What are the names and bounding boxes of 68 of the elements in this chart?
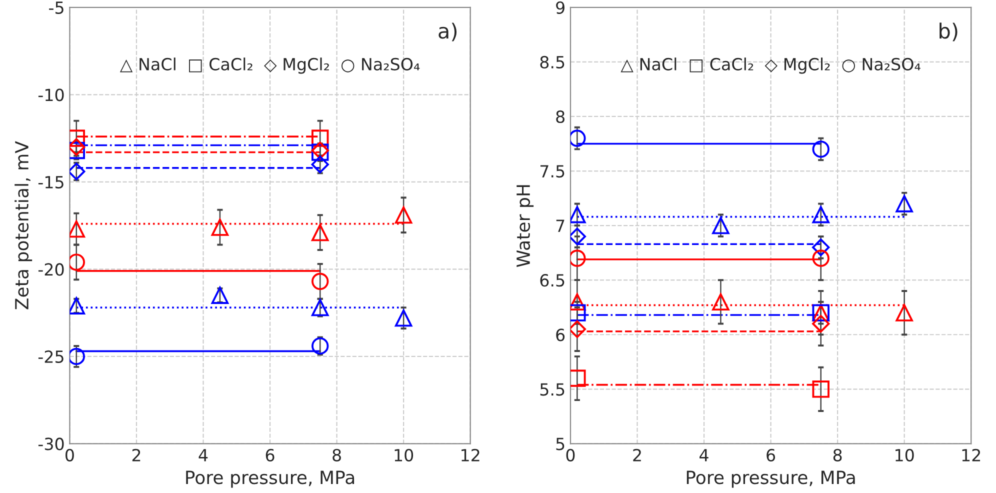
y-axis-title: Water pH (516, 185, 534, 268)
x-tick-label: 12 (462, 448, 480, 462)
point (211, 286, 229, 304)
x-tick-label: 6 (266, 448, 274, 462)
point (570, 320, 586, 338)
point (311, 224, 329, 242)
point (812, 140, 830, 158)
point (812, 238, 830, 256)
point (712, 216, 730, 234)
point (311, 130, 329, 147)
point (70, 348, 86, 366)
y-tick-label: 5.5 (540, 383, 564, 396)
y-tick-label: 7 (556, 220, 564, 232)
annotation: △ NaCl □ CaCl₂ ◇ MgCl₂ ○ Na₂SO₄ (620, 58, 920, 74)
point (812, 314, 830, 333)
point (570, 250, 586, 267)
point (70, 162, 86, 180)
point (896, 304, 913, 322)
x-tick-label: 4 (198, 449, 208, 462)
x-tick-label: 10 (896, 448, 914, 462)
x-axis-title: Pore pressure, MPa (686, 470, 855, 488)
x-tick-label: 8 (332, 448, 341, 462)
y-tick-label: 9 (556, 1, 564, 14)
y-tick-label: -5 (49, 2, 64, 14)
x-tick-label: 12 (962, 448, 980, 462)
x-tick-label: 0 (566, 448, 575, 462)
point (311, 272, 329, 290)
point (70, 142, 86, 160)
point (394, 206, 412, 224)
x-tick-label: 6 (766, 448, 776, 462)
point (311, 337, 329, 355)
annotation: a) (438, 22, 457, 42)
point (712, 293, 730, 311)
y-tick-label: 5 (556, 438, 564, 450)
point (812, 250, 830, 267)
point (570, 304, 586, 322)
point (812, 380, 830, 398)
x-tick-label: 10 (394, 448, 414, 462)
y-tick-label: 6.5 (540, 274, 564, 287)
point (570, 370, 586, 387)
point (570, 130, 586, 147)
y-tick-label: 7.5 (540, 165, 564, 178)
point (70, 130, 86, 147)
point (896, 195, 913, 212)
y-tick-label: 8 (556, 110, 564, 124)
x-tick-label: 2 (132, 448, 140, 462)
y-tick-label: 8.5 (540, 56, 564, 68)
y-tick-label: -15 (38, 176, 64, 188)
x-tick-label: 0 (66, 448, 74, 462)
point (394, 309, 412, 327)
y-tick-label: -25 (38, 350, 64, 364)
point (70, 138, 86, 156)
x-tick-label: 8 (833, 448, 842, 462)
x-tick-label: 4 (700, 449, 708, 462)
y-axis-title: Zeta potential, mV (14, 141, 32, 310)
y-tick-label: -30 (38, 438, 64, 450)
point (211, 218, 229, 236)
y-tick-label: -20 (38, 263, 64, 276)
point (70, 254, 86, 271)
x-tick-label: 2 (633, 448, 641, 462)
point (570, 206, 586, 224)
y-tick-label: 6 (556, 328, 565, 342)
point (812, 206, 830, 224)
annotation: △ NaCl □ CaCl₂ ◇ MgCl₂ ○ Na₂SO₄ (120, 58, 420, 74)
annotation: b) (940, 22, 958, 42)
x-axis-title: Pore pressure, MPa (186, 470, 354, 488)
y-tick-label: -10 (38, 88, 64, 102)
point (570, 293, 586, 311)
